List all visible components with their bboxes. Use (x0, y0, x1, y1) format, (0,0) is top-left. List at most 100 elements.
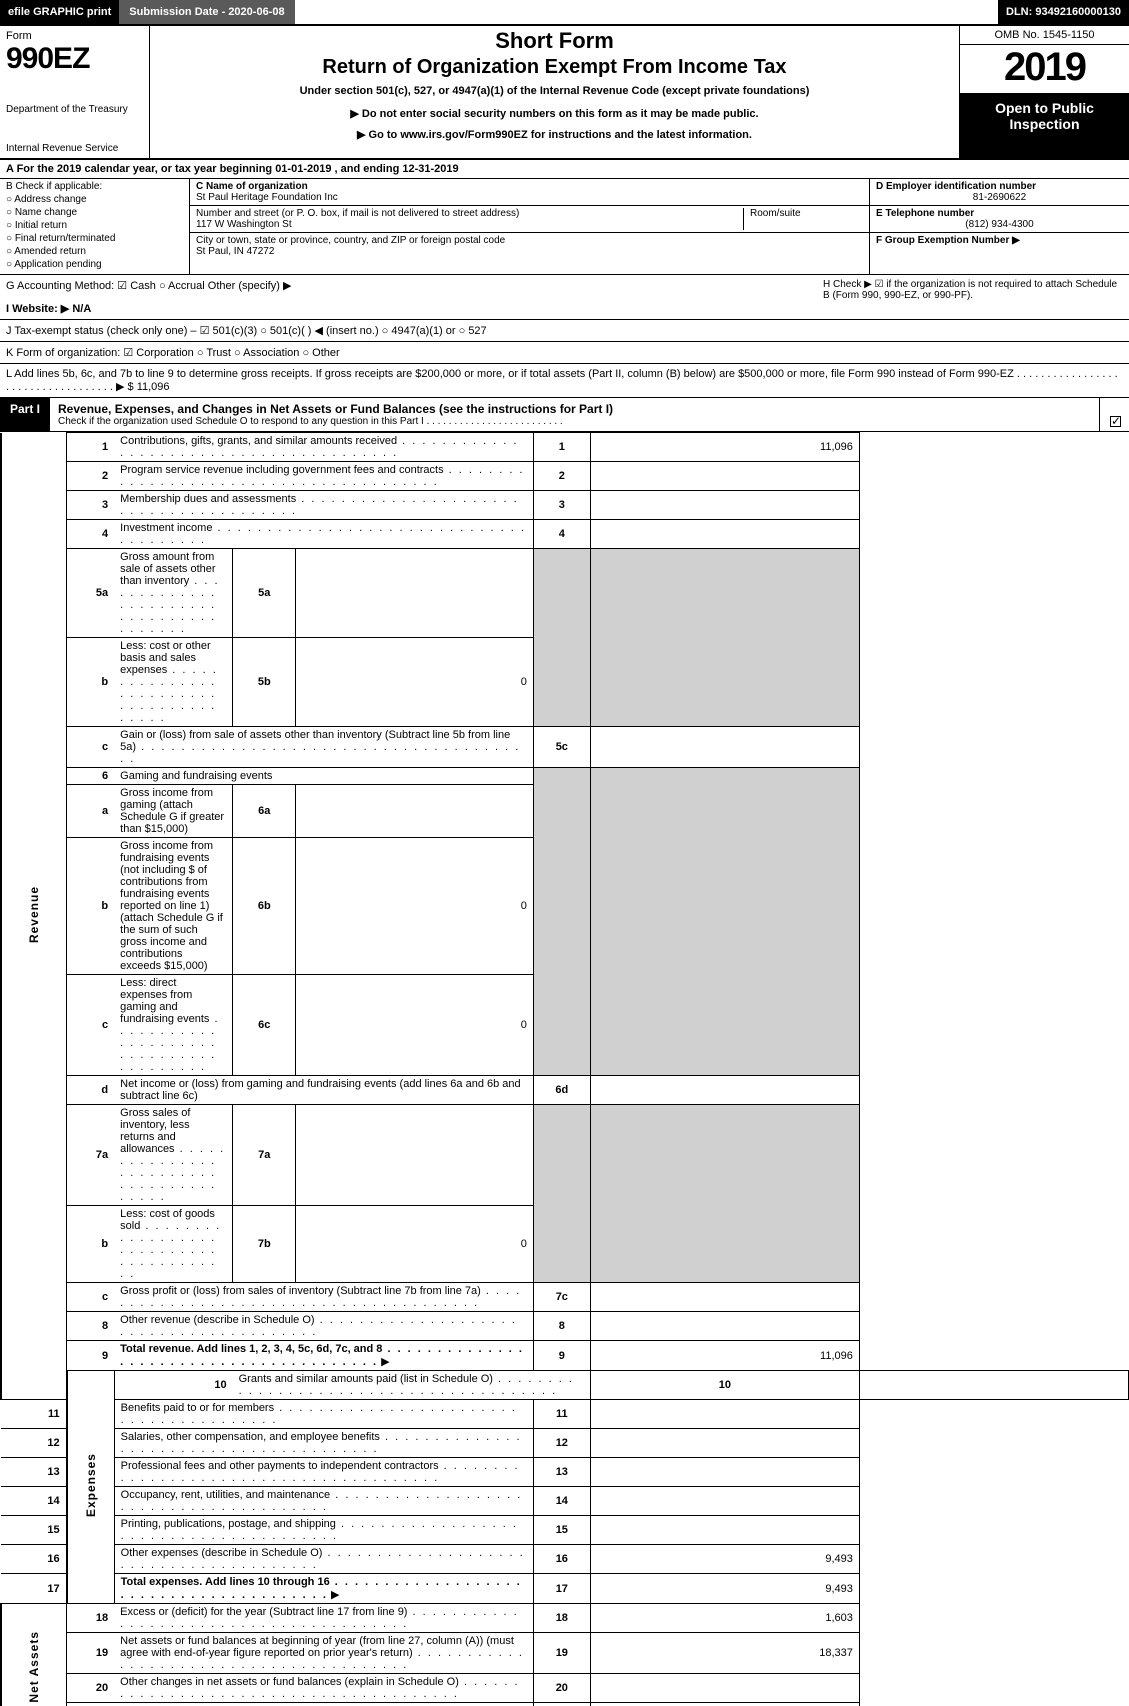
entity-right: D Employer identification number 81-2690… (869, 179, 1129, 274)
ein-cell: D Employer identification number 81-2690… (870, 179, 1129, 206)
r7a-sv (296, 1105, 533, 1206)
irs-label: Internal Revenue Service (6, 143, 143, 154)
row-16: 16 Other expenses (describe in Schedule … (1, 1545, 1129, 1574)
r10-ln: 10 (590, 1371, 859, 1400)
r5c-desc: Gain or (loss) from sale of assets other… (120, 729, 520, 765)
part1-title: Revenue, Expenses, and Changes in Net As… (50, 398, 1099, 431)
line-g-h: G Accounting Method: ☑ Cash ○ Accrual Ot… (0, 275, 1129, 320)
netassets-side: Net Assets (1, 1604, 67, 1706)
r20-num: 20 (67, 1674, 114, 1703)
part1-header: Part I Revenue, Expenses, and Changes in… (0, 398, 1129, 432)
form-word: Form (6, 30, 143, 42)
chk-amended-return[interactable]: Amended return (6, 246, 183, 257)
r3-num: 3 (67, 491, 114, 520)
r6a-sb: 6a (233, 785, 296, 838)
r6-num: 6 (67, 768, 114, 785)
r8-amt (590, 1312, 859, 1341)
street-value: 117 W Washington St (196, 219, 292, 230)
r1-amt: 11,096 (590, 433, 859, 462)
r16-ln: 16 (533, 1545, 590, 1574)
r1-ln: 1 (533, 433, 590, 462)
r6a-sv (296, 785, 533, 838)
r5a-greyamt (590, 549, 859, 638)
omb-number: OMB No. 1545-1150 (960, 26, 1129, 45)
r6a-num: a (67, 785, 114, 838)
r12-amt (590, 1429, 859, 1458)
r5b-sv: 0 (296, 638, 533, 727)
r7c-num: c (67, 1283, 114, 1312)
r17-desc: Total expenses. Add lines 10 through 16 (121, 1576, 522, 1601)
g-accounting: G Accounting Method: ☑ Cash ○ Accrual Ot… (6, 279, 823, 292)
r12-desc: Salaries, other compensation, and employ… (121, 1431, 522, 1455)
phone-value: (812) 934-4300 (876, 219, 1123, 230)
room-suite: Room/suite (743, 208, 863, 230)
row-6: 6 Gaming and fundraising events (1, 768, 1129, 785)
r5a-num: 5a (67, 549, 114, 638)
r18-num: 18 (67, 1604, 114, 1633)
r10-num: 10 (114, 1371, 232, 1400)
r2-desc: Program service revenue including govern… (120, 464, 524, 488)
r5b-sb: 5b (233, 638, 296, 727)
d-label: D Employer identification number (876, 181, 1036, 192)
r2-num: 2 (67, 462, 114, 491)
r7c-ln: 7c (533, 1283, 590, 1312)
r18-amt: 1,603 (590, 1604, 859, 1633)
line-k: K Form of organization: ☑ Corporation ○ … (0, 342, 1129, 364)
row-4: 4 Investment income 4 (1, 520, 1129, 549)
r18-desc: Excess or (deficit) for the year (Subtra… (120, 1606, 519, 1630)
r7b-sb: 7b (233, 1206, 296, 1283)
part1-scho-check (1099, 398, 1129, 431)
city-value: St Paul, IN 47272 (196, 246, 274, 257)
r11-ln: 11 (533, 1400, 590, 1429)
r7c-amt (590, 1283, 859, 1312)
chk-final-return[interactable]: Final return/terminated (6, 233, 183, 244)
r7b-greyamt (590, 1206, 859, 1283)
j-tax-exempt: J Tax-exempt status (check only one) – ☑… (6, 324, 1123, 337)
r21-amt: 19,940 (590, 1703, 859, 1706)
r5c-num: c (67, 727, 114, 768)
r15-num: 15 (1, 1516, 67, 1545)
expenses-label: Expenses (84, 1453, 98, 1517)
efile-label: efile GRAPHIC print (0, 0, 119, 24)
row-19: 19 Net assets or fund balances at beginn… (1, 1633, 1129, 1674)
dept-treasury: Department of the Treasury (6, 104, 143, 115)
header-right: OMB No. 1545-1150 2019 Open to Public In… (959, 26, 1129, 158)
form-header: Form 990EZ Department of the Treasury In… (0, 26, 1129, 160)
r6b-sb: 6b (233, 838, 296, 975)
row-7b: b Less: cost of goods sold 7b 0 (1, 1206, 1129, 1283)
chk-application-pending[interactable]: Application pending (6, 259, 183, 270)
r17-amt: 9,493 (590, 1574, 859, 1604)
e-label: E Telephone number (876, 208, 974, 219)
r13-num: 13 (1, 1458, 67, 1487)
r6c-grey (533, 975, 590, 1076)
goto-link[interactable]: ▶ Go to www.irs.gov/Form990EZ for instru… (156, 128, 953, 141)
row-2: 2 Program service revenue including gove… (1, 462, 1129, 491)
r6a-grey (533, 785, 590, 838)
entity-mid: C Name of organization St Paul Heritage … (190, 179, 869, 274)
part1-table: Revenue 1 Contributions, gifts, grants, … (0, 432, 1129, 1706)
open-to-public: Open to Public Inspection (960, 94, 1129, 158)
r6c-sb: 6c (233, 975, 296, 1076)
chk-address-change[interactable]: Address change (6, 194, 183, 205)
r12-ln: 12 (533, 1429, 590, 1458)
r7a-grey (533, 1105, 590, 1206)
r7a-desc: Gross sales of inventory, less returns a… (120, 1107, 225, 1203)
r6d-num: d (67, 1076, 114, 1105)
tax-year-line: A For the 2019 calendar year, or tax yea… (0, 160, 1129, 179)
r7b-num: b (67, 1206, 114, 1283)
chk-initial-return[interactable]: Initial return (6, 220, 183, 231)
r19-num: 19 (67, 1633, 114, 1674)
row-6c: c Less: direct expenses from gaming and … (1, 975, 1129, 1076)
org-name: St Paul Heritage Foundation Inc (196, 192, 338, 203)
city-row: City or town, state or province, country… (190, 233, 869, 259)
r15-ln: 15 (533, 1516, 590, 1545)
schedule-o-check-icon[interactable] (1110, 416, 1121, 427)
r6c-sv: 0 (296, 975, 533, 1076)
header-left: Form 990EZ Department of the Treasury In… (0, 26, 150, 158)
chk-name-change[interactable]: Name change (6, 207, 183, 218)
street-row: Number and street (or P. O. box, if mail… (190, 206, 869, 233)
r6a-greyamt (590, 785, 859, 838)
r10-desc: Grants and similar amounts paid (list in… (239, 1373, 574, 1397)
r5a-sv (296, 549, 533, 638)
row-1: Revenue 1 Contributions, gifts, grants, … (1, 433, 1129, 462)
